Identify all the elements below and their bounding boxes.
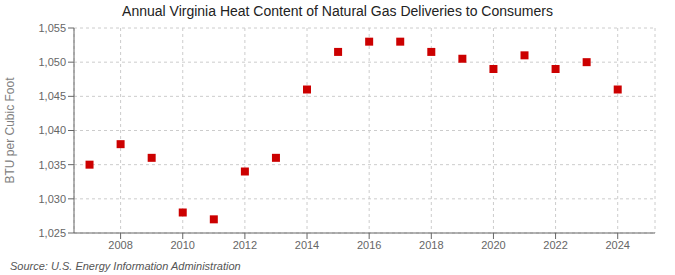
svg-text:2016: 2016 bbox=[357, 239, 381, 251]
html-text:Annual Virginia Heat Content o: Annual Virginia Heat Content of Natural … bbox=[122, 3, 553, 19]
svg-text:1,050: 1,050 bbox=[38, 56, 66, 68]
svg-text:1,030: 1,030 bbox=[38, 193, 66, 205]
svg-text:2008: 2008 bbox=[108, 239, 132, 251]
svg-text:BTU per Cubic Foot: BTU per Cubic Foot bbox=[8, 77, 17, 184]
svg-text:1,025: 1,025 bbox=[38, 227, 66, 239]
svg-text:2018: 2018 bbox=[419, 239, 443, 251]
svg-text:2012: 2012 bbox=[233, 239, 257, 251]
svg-text:1,040: 1,040 bbox=[38, 124, 66, 136]
svg-text:2022: 2022 bbox=[543, 239, 567, 251]
svg-text:1,055: 1,055 bbox=[38, 22, 66, 34]
svg-text:2024: 2024 bbox=[605, 239, 629, 251]
svg-text:2010: 2010 bbox=[171, 239, 195, 251]
svg-text:1,035: 1,035 bbox=[38, 159, 66, 171]
svg-text:2014: 2014 bbox=[295, 239, 319, 251]
svg-text:1,045: 1,045 bbox=[38, 90, 66, 102]
html-text:Source: U.S. Energy Informatio: Source: U.S. Energy Information Administ… bbox=[10, 260, 241, 272]
svg-text:2020: 2020 bbox=[481, 239, 505, 251]
